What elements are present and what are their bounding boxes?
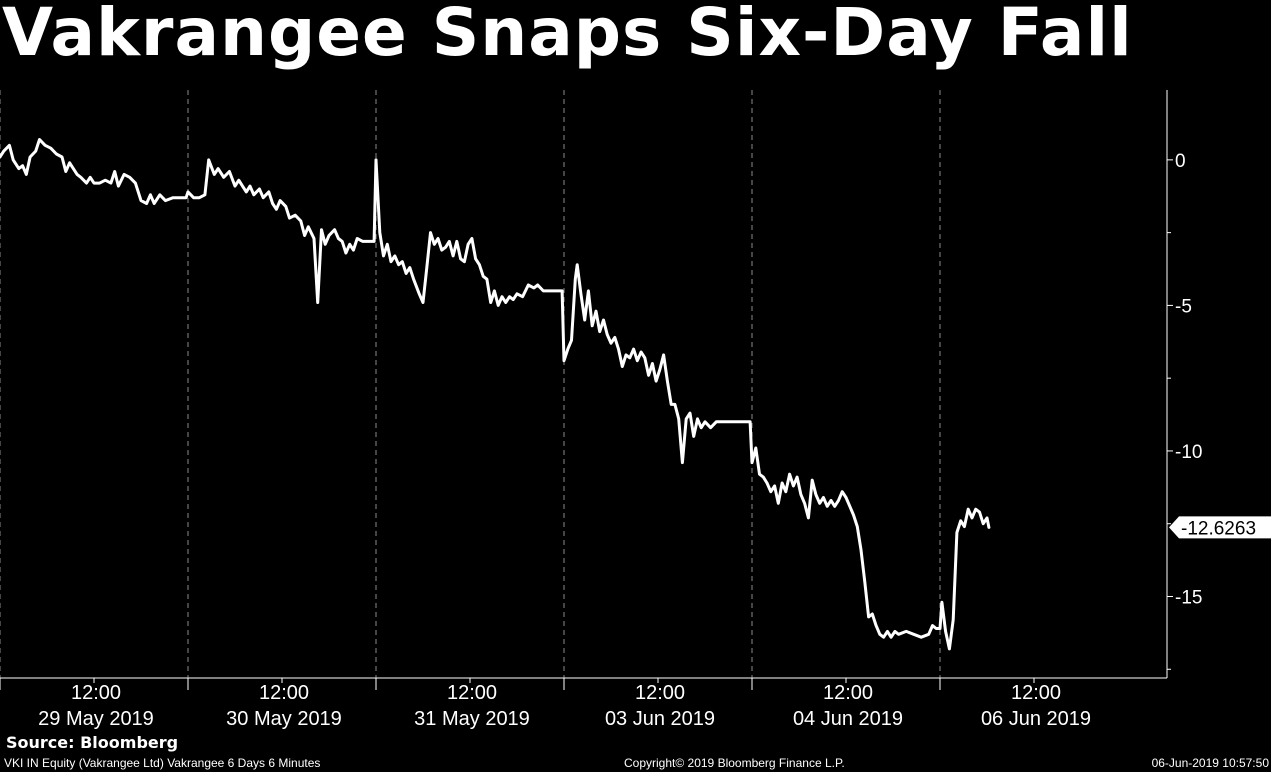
last-value-label: -12.6263	[1181, 518, 1256, 539]
price-change-line	[0, 138, 991, 651]
x-tick-time-label: 12:00	[259, 682, 309, 704]
footer-timestamp: 06-Jun-2019 10:57:50	[1151, 756, 1269, 770]
footer-ticker-description: VKI IN Equity (Vakrangee Ltd) Vakrangee …	[4, 756, 321, 770]
gridlines	[0, 90, 941, 678]
x-tick-date-label: 03 Jun 2019	[605, 708, 715, 730]
y-tick-label: 0	[1175, 151, 1186, 172]
chart-title: Vakrangee Snaps Six-Day Fall	[2, 0, 1133, 71]
y-tick-label: -15	[1175, 587, 1202, 608]
y-tick-label: -10	[1175, 442, 1202, 463]
footer-copyright: Copyright© 2019 Bloomberg Finance L.P.	[624, 756, 845, 770]
x-tick-date-label: 30 May 2019	[226, 708, 342, 730]
x-tick-date-label: 06 Jun 2019	[981, 708, 1091, 730]
x-tick-time-label: 12:00	[635, 682, 685, 704]
plot-series	[0, 138, 991, 651]
x-tick-date-label: 31 May 2019	[414, 708, 530, 730]
axes	[0, 90, 1173, 690]
x-tick-date-label: 29 May 2019	[38, 708, 154, 730]
x-tick-time-label: 12:00	[823, 682, 873, 704]
y-tick-label: -5	[1175, 296, 1192, 317]
x-tick-date-label: 04 Jun 2019	[793, 708, 903, 730]
x-tick-time-label: 12:00	[71, 682, 121, 704]
x-tick-time-label: 12:00	[447, 682, 497, 704]
tick-labels: 0 -5 -10 -15 12:00 29 May 2019 12:00 30 May 201…	[38, 151, 1271, 730]
x-tick-time-label: 12:00	[1011, 682, 1061, 704]
source-note: Source: Bloomberg	[6, 733, 179, 752]
last-value-badge	[1169, 516, 1271, 539]
